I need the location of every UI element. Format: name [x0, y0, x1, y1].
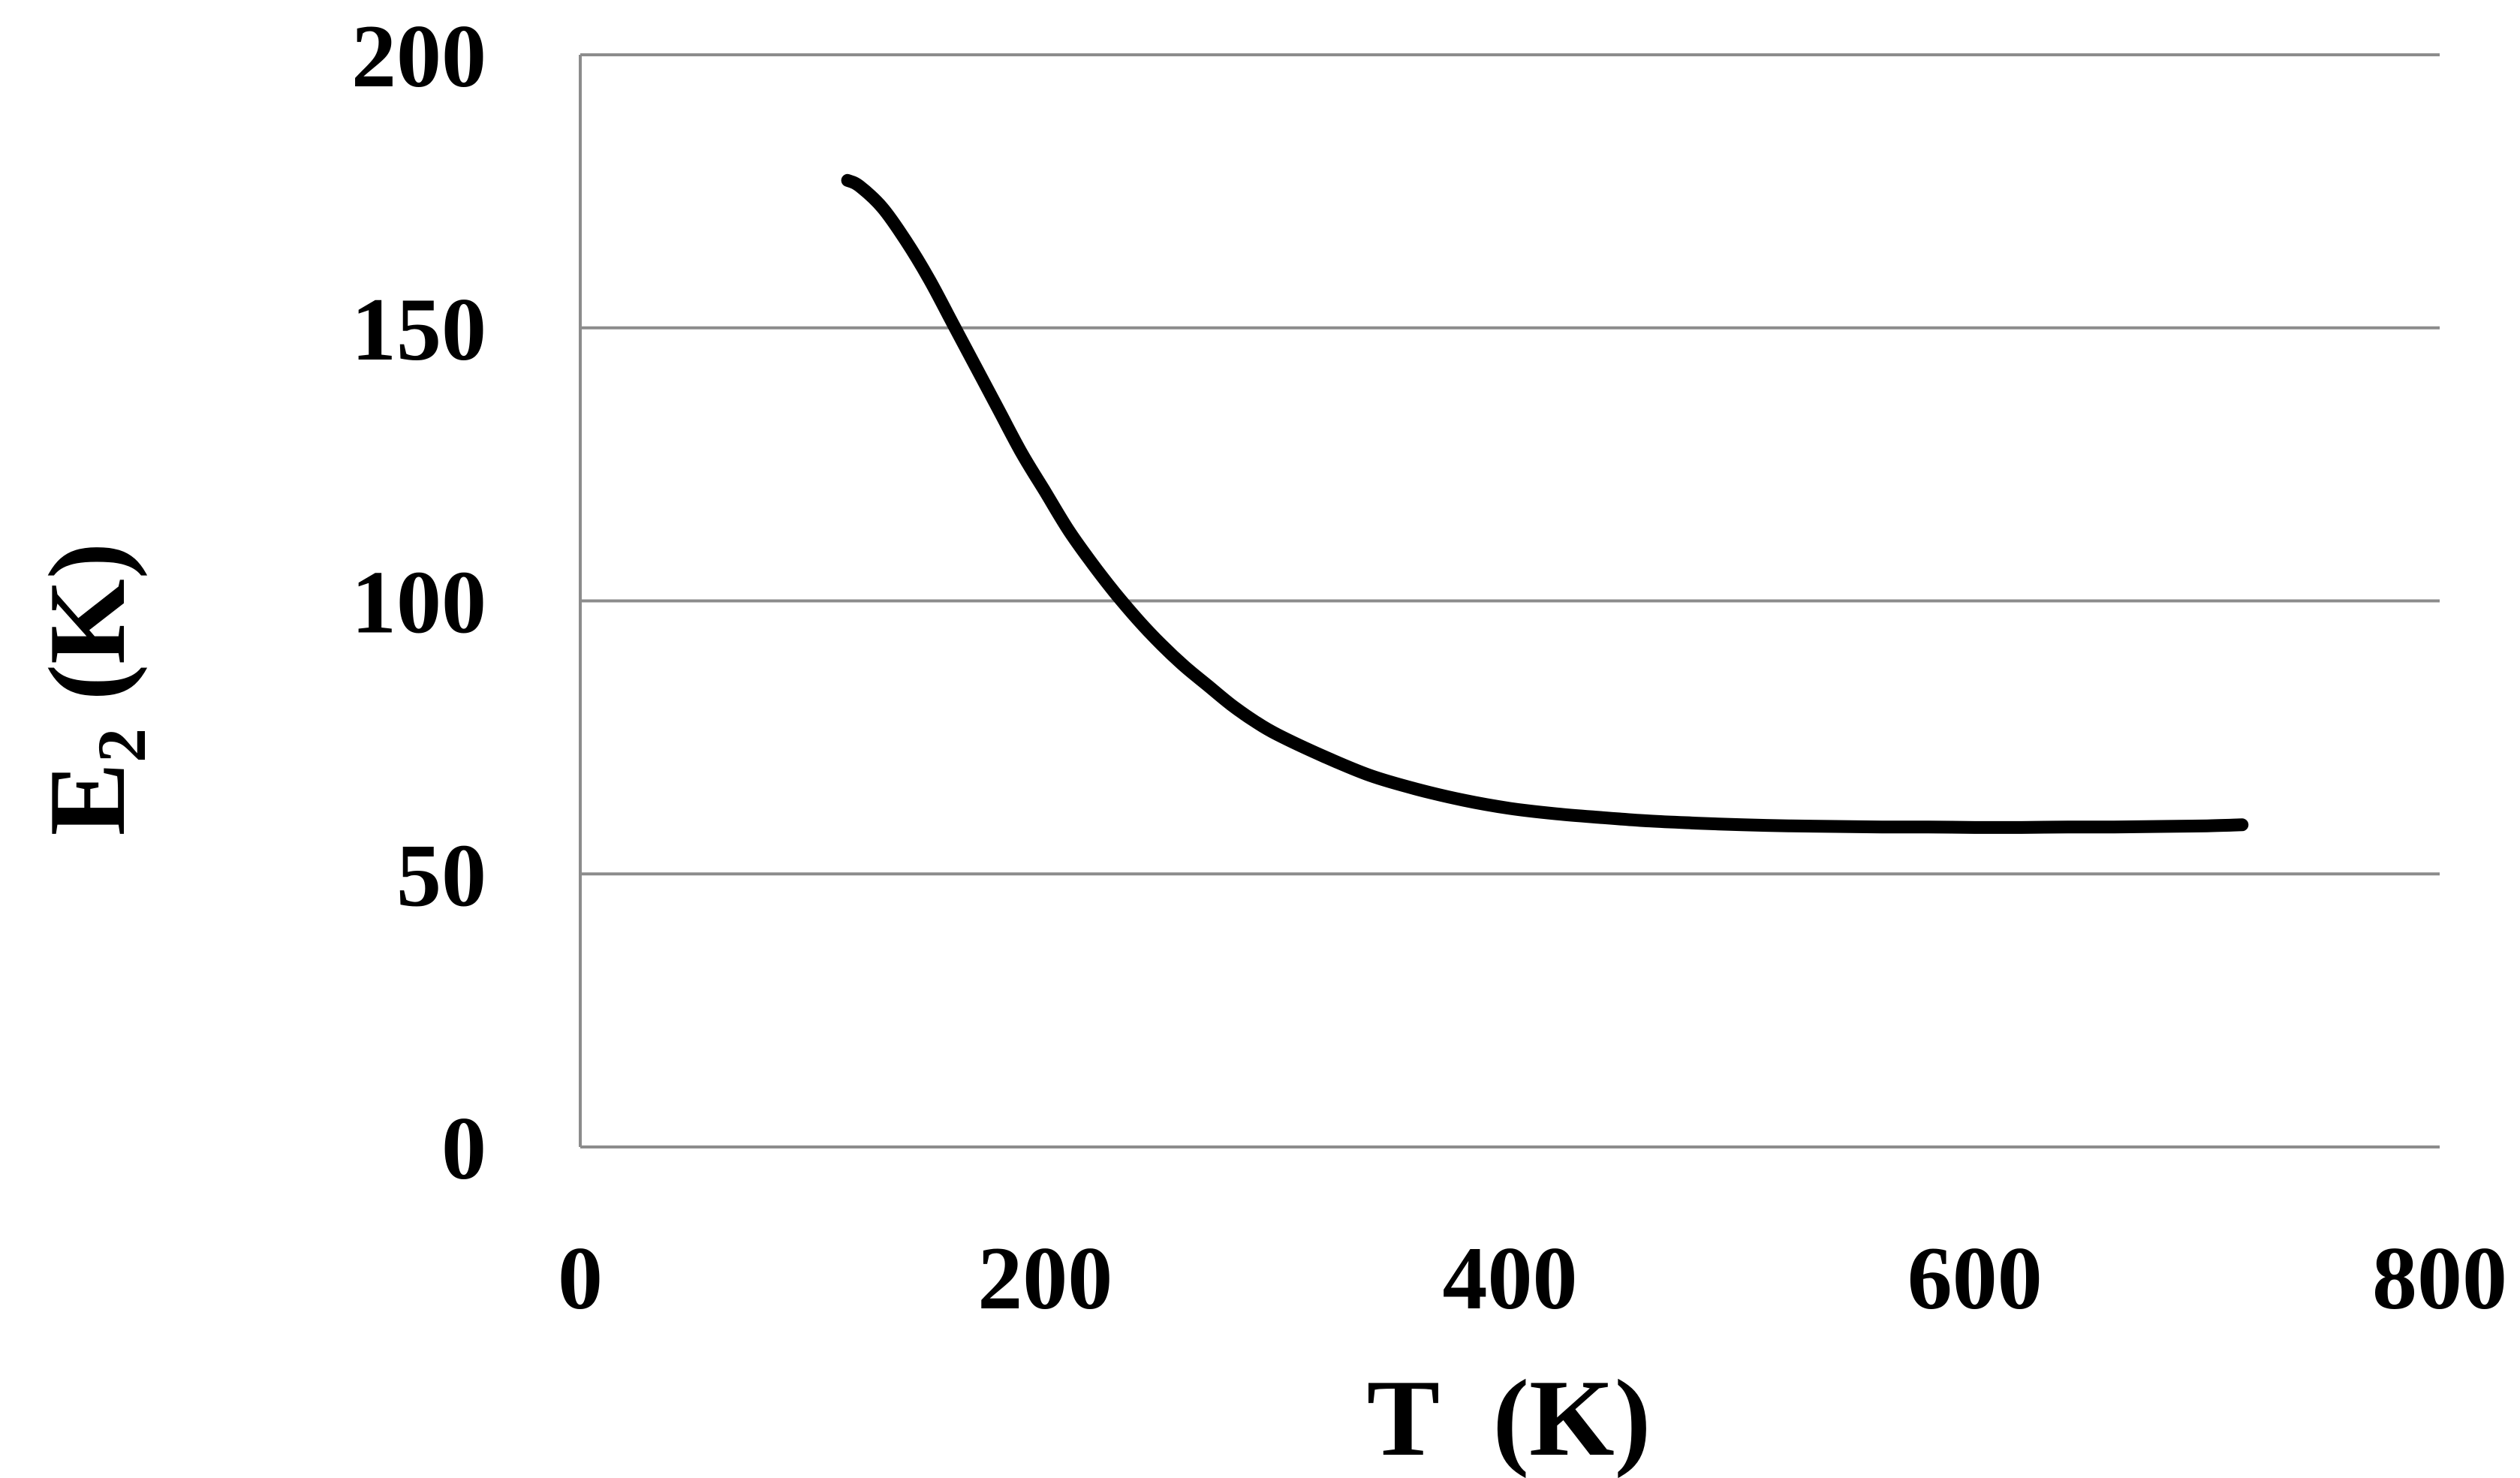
y-axis-title: E2 (K) [26, 543, 160, 836]
y-tick-label: 50 [396, 825, 486, 925]
y-tick-label: 150 [351, 279, 486, 379]
y-axis-title-unit: (K) [26, 543, 148, 728]
y-tick-label: 100 [351, 552, 486, 652]
x-axis-title: T (K) [1367, 1357, 1651, 1478]
y-axis-title-main: E [26, 763, 148, 835]
x-tick-label: 200 [977, 1228, 1112, 1328]
series-group [841, 173, 2249, 834]
gridlines [579, 53, 2440, 1148]
x-tick-label: 400 [1443, 1228, 1578, 1328]
x-tick-labels: 0 200 400 600 800 [558, 1228, 2507, 1328]
series-line-0 [841, 173, 2249, 834]
y-tick-labels: 0 50 100 150 200 [351, 6, 486, 1198]
y-axis-title-subscript: 2 [83, 728, 160, 763]
x-tick-label: 600 [1907, 1228, 2043, 1328]
y-tick-label: 200 [351, 6, 486, 106]
x-tick-label: 0 [558, 1228, 603, 1328]
y-tick-label: 0 [441, 1098, 486, 1198]
x-tick-label: 800 [2372, 1228, 2507, 1328]
